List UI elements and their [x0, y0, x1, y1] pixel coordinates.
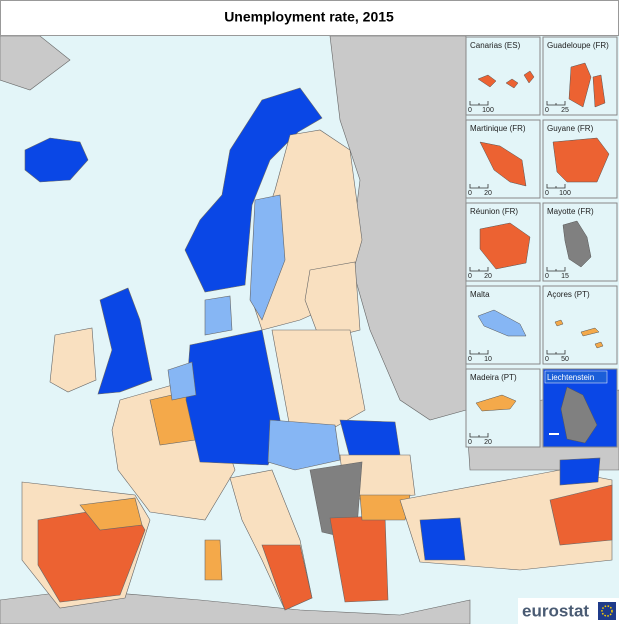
- inset-region: [479, 141, 527, 187]
- scale-bar: [469, 184, 489, 189]
- scale-label: 25: [561, 107, 569, 114]
- inset-label-bg: [544, 370, 608, 384]
- scale-label: 10: [484, 356, 492, 363]
- inset-label: Guyane (FR): [547, 124, 594, 133]
- inset-label: Canarias (ES): [470, 41, 521, 50]
- title: Unemployment rate, 2015: [224, 9, 394, 25]
- eu-stars: [601, 605, 613, 617]
- scale-bar: [469, 267, 489, 272]
- scale-label: 0: [468, 273, 472, 280]
- inset-label: Réunion (FR): [470, 207, 518, 216]
- inset: Réunion (FR) 0 20: [465, 202, 541, 282]
- inset: Canarias (ES) 0 100: [465, 36, 541, 116]
- scale-bar: [546, 184, 566, 189]
- turkey-west: [419, 517, 466, 561]
- inset-label: Martinique (FR): [470, 124, 526, 133]
- inset-region: [477, 70, 535, 89]
- sardinia: [204, 539, 223, 581]
- inset-label: Malta: [470, 290, 490, 299]
- scale-label: 20: [484, 439, 492, 446]
- scale-label: 20: [484, 273, 492, 280]
- romania-north: [339, 419, 401, 459]
- scale-bar: [546, 267, 566, 272]
- inset-region: [479, 222, 531, 270]
- scale-label: 15: [561, 273, 569, 280]
- inset: Madeira (PT) 0 20: [465, 368, 541, 448]
- scale-label: 50: [561, 356, 569, 363]
- inset-region: [552, 137, 610, 183]
- inset-label: Mayotte (FR): [547, 207, 594, 216]
- inset-region: [477, 309, 527, 337]
- inset-region: [562, 220, 592, 268]
- eu-flag: [598, 602, 616, 620]
- inset: Liechtenstein: [542, 368, 618, 448]
- inset-region: [568, 62, 606, 108]
- scale-label: 0: [468, 356, 472, 363]
- bulgaria: [359, 494, 411, 521]
- inset-region: [554, 319, 604, 349]
- inset-label: Madeira (PT): [470, 373, 517, 382]
- scale-bar: [469, 101, 489, 106]
- inset-frame: [542, 285, 618, 365]
- ireland: [49, 327, 97, 393]
- denmark: [204, 295, 233, 336]
- inset: Guyane (FR) 0 100: [542, 119, 618, 199]
- scale-bar: [546, 350, 566, 355]
- inset: Malta 0 10: [465, 285, 541, 365]
- inset-region: [475, 394, 517, 412]
- inset: Martinique (FR) 0 20: [465, 119, 541, 199]
- czech-slovakia-hungary: [267, 419, 341, 471]
- scale-bar: [546, 101, 566, 106]
- inset-label: Liechtenstein: [547, 373, 594, 382]
- germany: [185, 329, 283, 466]
- benelux: [167, 361, 197, 401]
- logo-text: eurostat: [522, 601, 589, 620]
- scale-bar: [549, 433, 559, 435]
- title-bar: [0, 0, 619, 36]
- scale-label: 100: [559, 190, 571, 197]
- inset-label: Guadeloupe (FR): [547, 41, 609, 50]
- inset: Guadeloupe (FR) 0 25: [542, 36, 618, 116]
- turkey-east: [549, 484, 613, 546]
- scale-label: 0: [468, 190, 472, 197]
- inset: Mayotte (FR) 0 15: [542, 202, 618, 282]
- united-kingdom: [97, 287, 153, 395]
- scale-bar: [469, 350, 489, 355]
- iceland: [24, 137, 89, 183]
- spain-north: [79, 497, 143, 531]
- scale-label: 0: [545, 190, 549, 197]
- scale-label: 0: [545, 356, 549, 363]
- norway: [184, 87, 323, 293]
- scale-bar: [469, 433, 489, 438]
- inset: Açores (PT) 0 50: [542, 285, 618, 365]
- scale-label: 20: [484, 190, 492, 197]
- sweden-north: [249, 194, 286, 321]
- scale-label: 0: [545, 273, 549, 280]
- inset-label: Açores (PT): [547, 290, 590, 299]
- scale-label: 0: [545, 107, 549, 114]
- scale-label: 100: [482, 107, 494, 114]
- inset-region: [560, 386, 598, 444]
- italy-south: [261, 544, 313, 611]
- scale-label: 0: [468, 107, 472, 114]
- turkey-northeast: [559, 457, 601, 486]
- scale-label: 0: [468, 439, 472, 446]
